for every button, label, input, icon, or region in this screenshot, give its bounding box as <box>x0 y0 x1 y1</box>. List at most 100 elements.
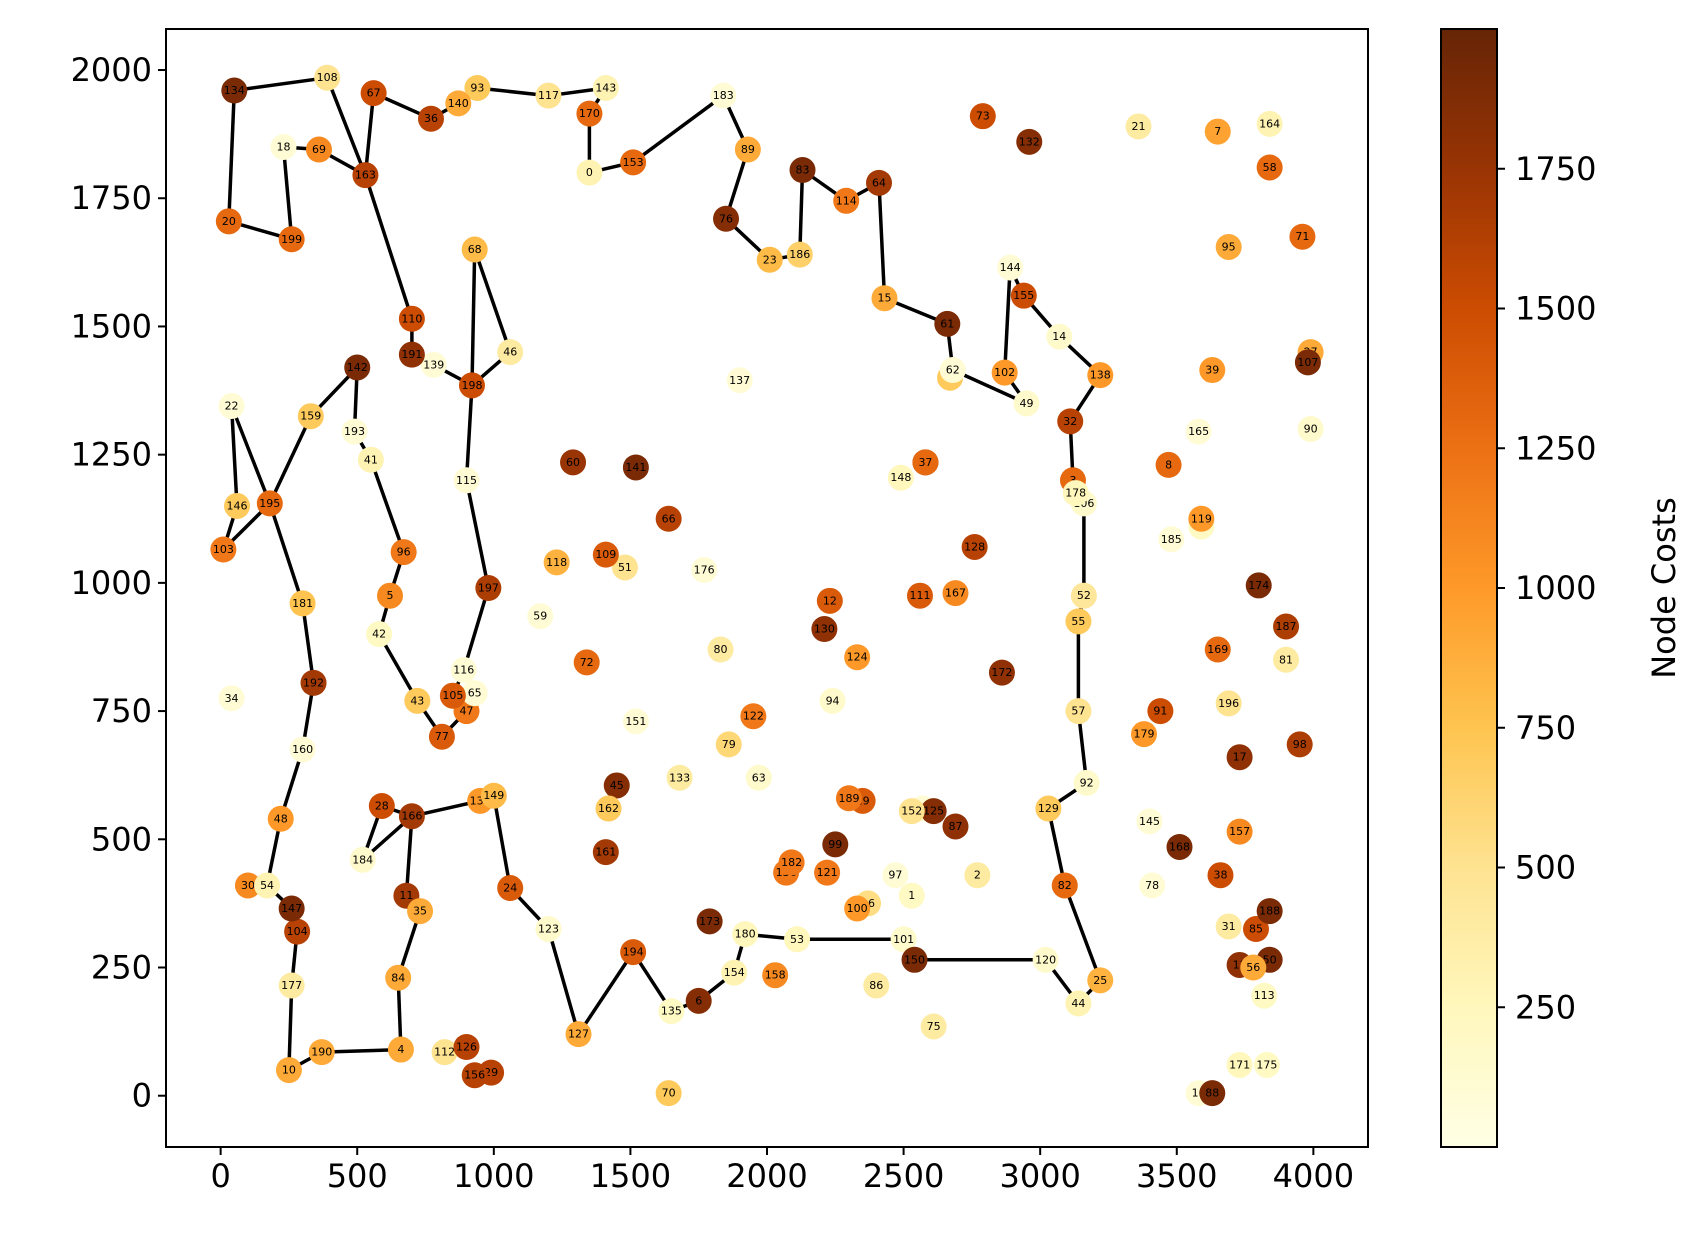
node-label: 177 <box>281 979 302 992</box>
node-158: 158 <box>762 962 789 989</box>
node-130: 130 <box>811 616 838 643</box>
node-31: 31 <box>1215 913 1242 940</box>
node-10: 10 <box>275 1057 302 1084</box>
node-point <box>284 918 311 945</box>
node-151: 151 <box>622 708 649 735</box>
node-label: 68 <box>468 243 482 256</box>
y-tick-label: 750 <box>91 692 152 730</box>
node-76: 76 <box>713 205 740 232</box>
node-label: 172 <box>991 666 1012 679</box>
node-point <box>1215 690 1242 717</box>
node-label: 199 <box>281 233 302 246</box>
node-point <box>816 587 843 614</box>
node-label: 194 <box>623 946 644 959</box>
node-63: 63 <box>745 764 772 791</box>
node-point <box>439 682 466 709</box>
colorbar-tick-label: 1750 <box>1515 150 1596 188</box>
node-point <box>844 644 871 671</box>
y-tick-label: 1500 <box>71 307 152 345</box>
node-label: 46 <box>503 346 517 359</box>
node-point <box>844 895 871 922</box>
node-label: 86 <box>869 979 883 992</box>
node-label: 69 <box>312 143 326 156</box>
node-point <box>420 351 447 378</box>
node-185: 185 <box>1158 526 1185 553</box>
node-140: 140 <box>445 90 472 117</box>
node-point <box>576 100 603 127</box>
node-point <box>224 492 251 519</box>
y-tick-label: 0 <box>132 1077 152 1115</box>
node-point <box>887 464 914 491</box>
node-label: 113 <box>1254 989 1275 1002</box>
colorbar-tick-label: 1250 <box>1515 429 1596 467</box>
node-label: 96 <box>397 546 411 559</box>
node-point <box>314 64 341 91</box>
y-tick-label: 1000 <box>71 564 152 602</box>
node-point <box>278 972 305 999</box>
node-point <box>1016 128 1043 155</box>
node-point <box>428 723 455 750</box>
node-77: 77 <box>428 723 455 750</box>
node-171: 171 <box>1226 1051 1253 1078</box>
node-point <box>1046 323 1073 350</box>
node-label: 89 <box>741 143 755 156</box>
node-99: 99 <box>822 831 849 858</box>
node-91: 91 <box>1147 698 1174 725</box>
node-label: 164 <box>1259 117 1280 130</box>
node-label: 58 <box>1263 161 1277 174</box>
node-199: 199 <box>278 226 305 253</box>
node-label: 188 <box>1259 905 1280 918</box>
node-123: 123 <box>535 916 562 943</box>
node-81: 81 <box>1273 646 1300 673</box>
node-187: 187 <box>1273 613 1300 640</box>
node-label: 22 <box>225 399 239 412</box>
node-point <box>407 898 434 925</box>
node-label: 43 <box>410 694 424 707</box>
node-point <box>707 636 734 663</box>
node-137: 137 <box>726 367 753 394</box>
node-48: 48 <box>267 805 294 832</box>
node-37: 37 <box>912 449 939 476</box>
x-tick-label: 2000 <box>726 1157 807 1195</box>
node-label: 191 <box>401 348 422 361</box>
node-point <box>1065 698 1092 725</box>
node-label: 2 <box>974 869 981 882</box>
node-label: 132 <box>1019 135 1040 148</box>
node-label: 169 <box>1207 643 1228 656</box>
node-point <box>696 908 723 935</box>
node-point <box>275 1057 302 1084</box>
node-point <box>1125 113 1152 140</box>
node-label: 63 <box>752 771 766 784</box>
node-point <box>620 149 647 176</box>
node-147: 147 <box>278 895 305 922</box>
node-52: 52 <box>1070 582 1097 609</box>
node-point <box>360 80 387 107</box>
node-point <box>1226 1051 1253 1078</box>
node-83: 83 <box>789 157 816 184</box>
node-178: 178 <box>1062 480 1089 507</box>
node-134: 134 <box>221 77 248 104</box>
colorbar-label: Node Costs <box>1645 497 1683 679</box>
node-label: 187 <box>1276 620 1297 633</box>
node-20: 20 <box>215 208 242 235</box>
plot-area: 0123456789101112131415161718192021222324… <box>165 28 1369 1148</box>
y-tick-label: 1750 <box>71 179 152 217</box>
node-66: 66 <box>655 505 682 532</box>
node-label: 137 <box>729 374 750 387</box>
node-point <box>218 685 245 712</box>
node-point <box>920 1013 947 1040</box>
node-56: 56 <box>1240 954 1267 981</box>
node-label: 10 <box>282 1064 296 1077</box>
node-38: 38 <box>1207 862 1234 889</box>
node-point <box>1294 349 1321 376</box>
node-point <box>1273 646 1300 673</box>
node-label: 24 <box>503 882 517 895</box>
node-point <box>685 987 712 1014</box>
y-tick-label: 2000 <box>71 51 152 89</box>
node-34: 34 <box>218 685 245 712</box>
node-label: 179 <box>1133 728 1154 741</box>
node-point <box>267 805 294 832</box>
node-point <box>969 103 996 130</box>
node-point <box>1087 967 1114 994</box>
